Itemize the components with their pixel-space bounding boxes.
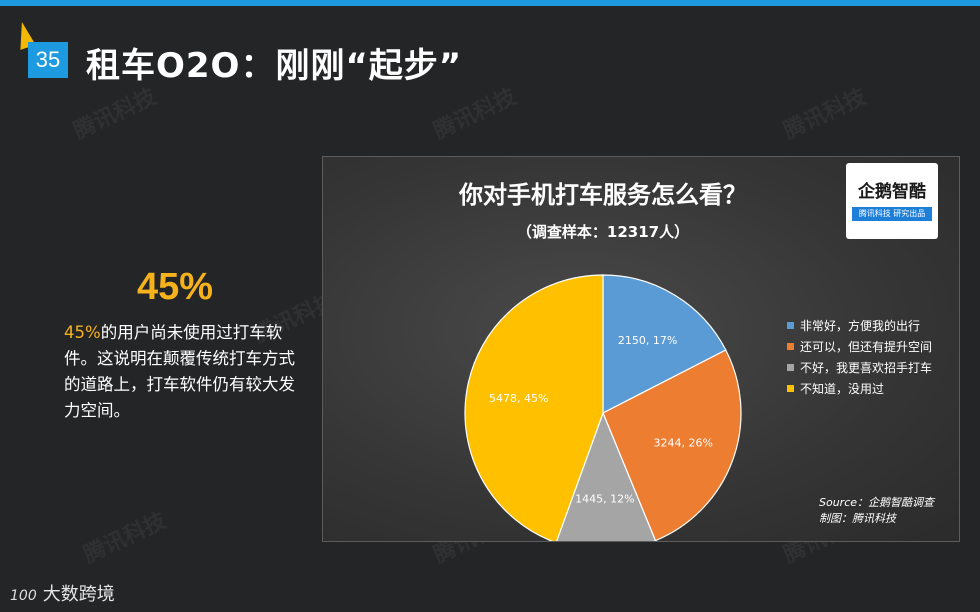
big-stat: 45% bbox=[136, 266, 214, 308]
pie-data-label: 2150, 17% bbox=[618, 334, 677, 347]
brand-logo-card: 企鹅智酷 腾讯科技 研究出品 bbox=[846, 163, 938, 239]
legend-item: 非常好，方便我的出行 bbox=[787, 315, 932, 336]
brand-logo-text: 企鹅智酷 bbox=[858, 182, 926, 202]
page-number: 35 bbox=[28, 42, 68, 78]
pie-data-label: 5478, 45% bbox=[489, 392, 548, 405]
legend-item: 不知道，没用过 bbox=[787, 378, 932, 399]
pie-slice bbox=[464, 274, 604, 541]
footer-brand-text: 大数跨境 bbox=[42, 584, 115, 605]
chart-panel: 你对手机打车服务怎么看？ （调查样本：12317人） 企鹅智酷 腾讯科技 研究出… bbox=[322, 156, 960, 542]
brand-logo-subtext: 腾讯科技 研究出品 bbox=[852, 207, 932, 221]
legend-swatch bbox=[787, 322, 794, 329]
watermark: 腾讯科技 bbox=[79, 508, 171, 569]
legend-swatch bbox=[787, 364, 794, 371]
watermark: 腾讯科技 bbox=[69, 84, 161, 145]
stat-highlight: 45% bbox=[64, 323, 101, 342]
chart-legend: 非常好，方便我的出行 还可以，但还有提升空间 不好，我更喜欢招手打车 不知道，没用过 bbox=[787, 315, 932, 399]
chart-title: 你对手机打车服务怎么看？ bbox=[459, 181, 747, 209]
footer-brand: 100 大数跨境 bbox=[10, 580, 115, 606]
pie-chart: 2150, 17% 3244, 26% 1445, 12% 5478, 45% bbox=[464, 274, 742, 541]
legend-label: 不知道，没用过 bbox=[800, 382, 885, 396]
credit-line: 制图：腾讯科技 bbox=[819, 512, 896, 525]
pie-data-label: 1445, 12% bbox=[575, 493, 634, 506]
legend-swatch bbox=[787, 385, 794, 392]
legend-label: 非常好，方便我的出行 bbox=[800, 319, 921, 333]
watermark: 腾讯科技 bbox=[429, 84, 521, 145]
source-line: Source：企鹅智酷调查 bbox=[819, 496, 935, 509]
legend-swatch bbox=[787, 343, 794, 350]
legend-item: 还可以，但还有提升空间 bbox=[787, 336, 932, 357]
pie-data-label: 3244, 26% bbox=[654, 437, 713, 450]
pie-slice bbox=[556, 411, 657, 541]
legend-label: 还可以，但还有提升空间 bbox=[800, 340, 933, 354]
top-accent-bar bbox=[0, 0, 980, 6]
legend-item: 不好，我更喜欢招手打车 bbox=[787, 357, 932, 378]
page-title: 租车O2O：刚刚“起步” bbox=[86, 46, 463, 86]
footer-brand-mark: 100 bbox=[10, 588, 37, 604]
legend-label: 不好，我更喜欢招手打车 bbox=[800, 361, 933, 375]
chart-subtitle: （调查样本：12317人） bbox=[516, 223, 690, 241]
pie-slice bbox=[602, 274, 727, 414]
watermark: 腾讯科技 bbox=[779, 84, 871, 145]
pie-slice bbox=[602, 349, 742, 541]
stat-description: 45%的用户尚未使用过打车软件。这说明在颠覆传统打车方式的道路上，打车软件仍有较… bbox=[64, 320, 304, 424]
chart-source: Source：企鹅智酷调查 制图：腾讯科技 bbox=[819, 495, 934, 527]
stat-text: 的用户尚未使用过打车软件。这说明在颠覆传统打车方式的道路上，打车软件仍有较大发力… bbox=[64, 323, 295, 420]
